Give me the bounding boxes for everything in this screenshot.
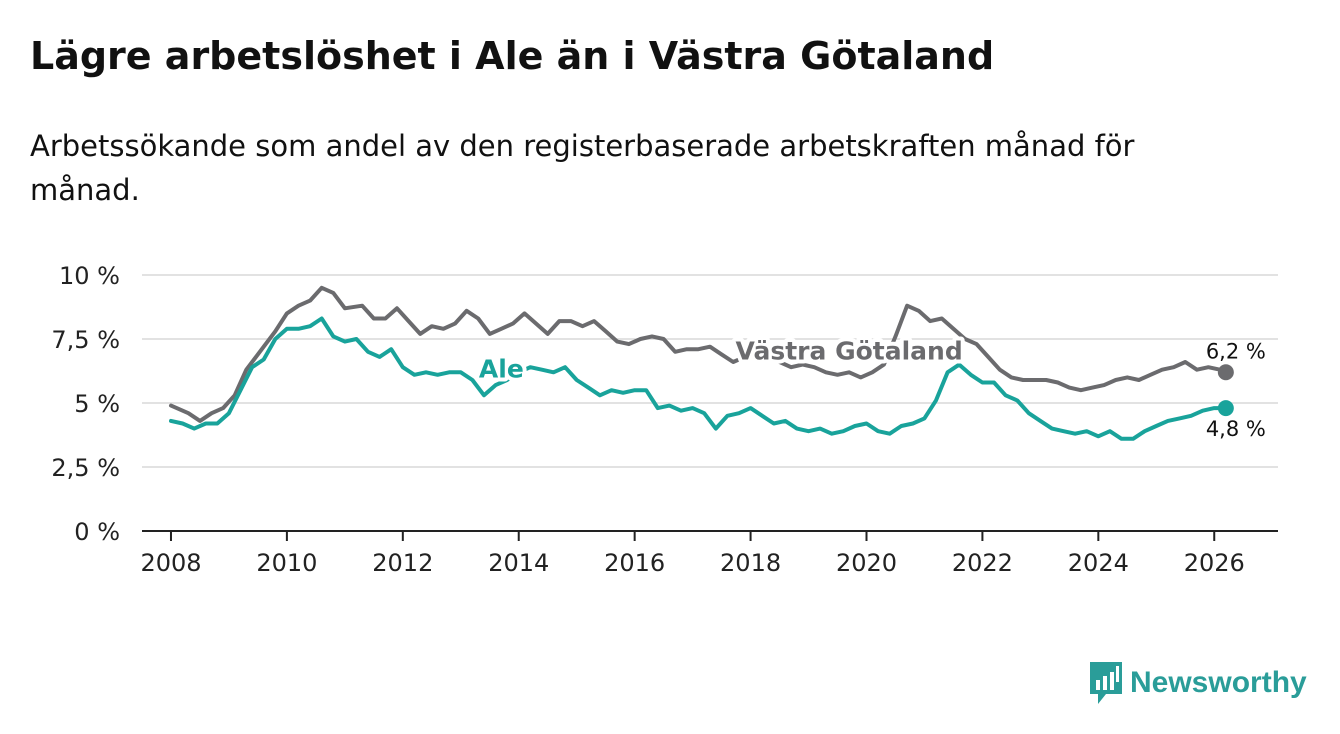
series-label-halo-västra-götaland: Västra Götaland <box>735 336 962 365</box>
series-line-ale <box>169 316 1228 441</box>
series-label-västra-götaland: Västra Götaland <box>735 336 962 365</box>
brand-name: Newsworthy <box>1130 666 1307 699</box>
bar-chart-logo-icon <box>1090 662 1122 704</box>
newsworthy-logo: Newsworthy <box>1088 660 1307 706</box>
y-tick-label: 2,5 % <box>51 454 120 482</box>
x-tick-label: 2010 <box>256 549 317 577</box>
end-point-ale <box>1217 400 1234 417</box>
series-line-västra-götaland <box>169 285 1228 423</box>
end-label-ale: 4,8 % <box>1206 417 1266 441</box>
series-label-halo-ale: Ale <box>479 354 524 383</box>
x-tick-label: 2018 <box>720 549 781 577</box>
x-tick-label: 2014 <box>488 549 549 577</box>
x-tick-label: 2020 <box>836 549 897 577</box>
x-tick-label: 2024 <box>1068 549 1129 577</box>
x-tick-label: 2026 <box>1184 549 1245 577</box>
chart-title: Lägre arbetslöshet i Ale än i Västra Göt… <box>30 34 995 78</box>
x-tick-label: 2012 <box>372 549 433 577</box>
end-label-västra-götaland: 6,2 % <box>1206 339 1266 363</box>
x-tick-label: 2008 <box>140 549 201 577</box>
x-tick-label: 2016 <box>604 549 665 577</box>
y-tick-label: 0 % <box>74 518 120 546</box>
series-label-ale: Ale <box>479 354 524 383</box>
line-chart: 0 % 2,5 % 5 % 7,5 % 10 % 2008 2010 2012 2014 2016… <box>51 262 1278 577</box>
y-tick-label: 7,5 % <box>51 326 120 354</box>
x-tick-label: 2022 <box>952 549 1013 577</box>
end-point-västra-götaland <box>1217 364 1234 381</box>
y-tick-label: 5 % <box>74 390 120 418</box>
chart-subtitle: Arbetssökande som andel av den registerb… <box>30 129 1135 207</box>
y-tick-label: 10 % <box>59 262 120 290</box>
